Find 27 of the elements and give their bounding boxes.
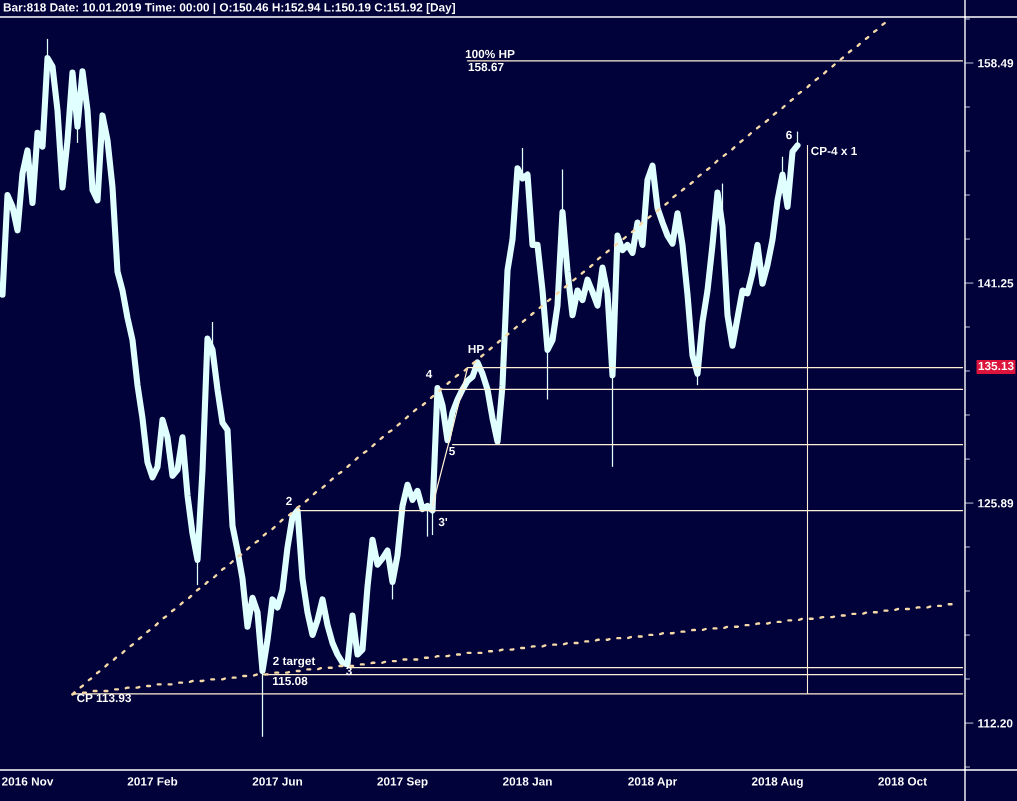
annotation: 3 bbox=[345, 666, 352, 676]
x-tick-label: 2017 Feb bbox=[127, 776, 178, 786]
x-tick-label: 2016 Nov bbox=[1, 777, 54, 786]
text: 135.13 bbox=[978, 361, 1014, 371]
x-tick-label: 2018 Oct bbox=[878, 777, 927, 786]
annotation: 2 bbox=[286, 496, 292, 506]
annotation: HP bbox=[468, 344, 484, 354]
annotation: 100% HP bbox=[465, 49, 515, 59]
y-tick-label: 158.49 bbox=[978, 59, 1014, 68]
chart-title: Bar:818 Date: 10.01.2019 Time: 00:00 | O:150.46 H:152.94 L:150.19 C:151.92 [Day] bbox=[3, 2, 455, 15]
y-tick-label: 141.25 bbox=[978, 279, 1014, 288]
annotation: 2 target bbox=[273, 656, 316, 668]
x-tick-label: 2018 Jan bbox=[502, 777, 552, 786]
y-tick-label: 112.20 bbox=[978, 719, 1013, 728]
x-tick-label: 2018 Apr bbox=[628, 777, 678, 788]
annotation: 6 bbox=[786, 130, 792, 140]
x-tick-label: 2017 Sep bbox=[377, 777, 428, 788]
annotation: 115.08 bbox=[273, 676, 308, 686]
x-tick-label: 2017 Jun bbox=[252, 777, 303, 786]
y-tick-label: 125.89 bbox=[978, 499, 1014, 508]
annotation: CP 113.93 bbox=[77, 693, 132, 703]
annotation: 5 bbox=[449, 446, 455, 456]
annotation: 3' bbox=[438, 517, 448, 527]
annotation: 158.67 bbox=[468, 62, 504, 72]
x-tick-label: 2018 Aug bbox=[751, 777, 803, 788]
annotation: CP-4 x 1 bbox=[811, 146, 857, 156]
annotation: 4 bbox=[425, 369, 433, 379]
